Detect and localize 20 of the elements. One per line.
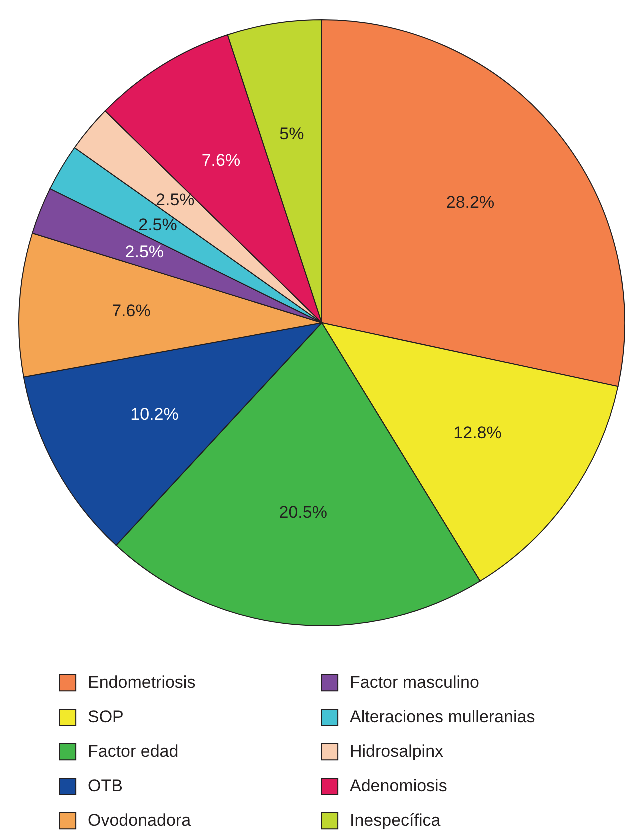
data-label: 5% <box>280 124 304 144</box>
legend-label: Adenomiosis <box>350 776 448 796</box>
legend-label: OTB <box>88 776 123 796</box>
legend-label: Hidrosalpinx <box>350 742 444 761</box>
data-label: 20.5% <box>279 502 328 522</box>
legend-label: Alteraciones mulleranias <box>350 708 536 726</box>
legend-label: Inespecífica <box>350 811 442 830</box>
data-label: 12.8% <box>454 423 502 442</box>
data-label: 10.2% <box>130 404 179 424</box>
legend-label: SOP <box>88 708 124 726</box>
data-label: 7.6% <box>112 302 151 321</box>
legend-label: Factor edad <box>88 742 179 761</box>
data-label: 2.5% <box>125 242 164 262</box>
data-label: 7.6% <box>202 150 241 170</box>
legend-label: Ovodonadora <box>88 811 192 830</box>
legend-label: Factor masculino <box>350 673 480 692</box>
data-label: 2.5% <box>138 215 178 234</box>
data-label: 28.2% <box>446 193 495 212</box>
data-label: 2.5% <box>156 190 195 210</box>
legend-label: Endometriosis <box>88 673 196 692</box>
